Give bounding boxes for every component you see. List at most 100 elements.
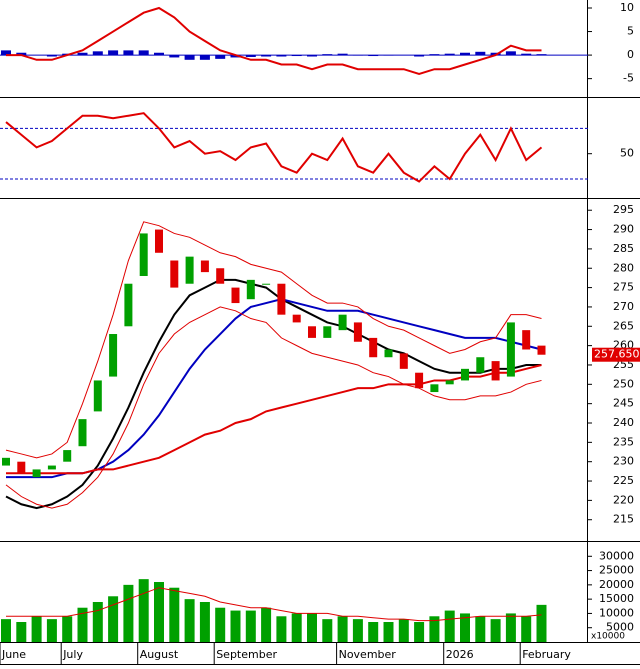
volume-bar: [62, 616, 72, 642]
candle: [17, 462, 25, 474]
candle: [354, 322, 362, 341]
macd-histogram-bar: [276, 55, 286, 56]
volume-bar: [47, 619, 57, 642]
y-tick-label: 245: [613, 397, 634, 410]
macd-histogram-bar: [123, 50, 133, 55]
volume-bar: [414, 622, 424, 642]
candle: [446, 380, 454, 384]
volume-bar: [384, 622, 394, 642]
candle: [461, 369, 469, 381]
candle: [2, 458, 10, 466]
y-tick-label: 50: [620, 147, 634, 160]
y-tick-label: 250: [613, 377, 634, 390]
candle: [140, 233, 148, 276]
macd-histogram-bar: [261, 55, 271, 56]
y-tick-label: 20000: [599, 578, 634, 591]
volume-bar: [475, 616, 485, 642]
y-tick-label: 220: [613, 493, 634, 506]
candle: [94, 380, 102, 411]
macd-histogram-bar: [338, 54, 348, 55]
y-tick-label: 215: [613, 513, 634, 526]
y-tick-label: 290: [613, 223, 634, 236]
candle: [476, 357, 484, 372]
y-tick-label: 0: [627, 48, 634, 61]
candle: [538, 346, 546, 355]
volume-bar: [521, 616, 531, 642]
volume-bar: [185, 599, 195, 642]
y-tick-label: -5: [623, 72, 634, 85]
x-tick-label: June: [1, 648, 26, 661]
volume-bar: [368, 622, 378, 642]
macd-histogram-bar: [322, 54, 332, 55]
volume-bar: [123, 585, 133, 642]
candle: [430, 384, 438, 392]
volume-bar: [445, 611, 455, 642]
volume-bar: [322, 619, 332, 642]
candle: [400, 353, 408, 368]
candle: [507, 322, 515, 376]
candle: [216, 268, 224, 283]
candle: [277, 284, 285, 315]
candle: [339, 315, 347, 330]
volume-bar: [16, 622, 26, 642]
candle: [369, 338, 377, 357]
volume-bar: [353, 619, 363, 642]
x-tick-label: November: [339, 648, 397, 661]
y-tick-label: 295: [613, 203, 634, 216]
candle: [247, 280, 255, 299]
macd-histogram-bar: [429, 54, 439, 55]
macd-histogram-bar: [307, 55, 317, 56]
volume-bar: [506, 613, 516, 642]
candle: [232, 288, 240, 303]
macd-histogram-bar: [169, 55, 179, 57]
candle: [79, 419, 87, 446]
macd-histogram-bar: [460, 53, 470, 55]
candle: [33, 469, 41, 477]
x-tick-label: 2026: [446, 648, 474, 661]
volume-bar: [154, 582, 164, 642]
macd-histogram-bar: [537, 54, 547, 55]
macd-histogram-bar: [414, 55, 424, 56]
volume-bar: [491, 619, 501, 642]
y-tick-label: 285: [613, 242, 634, 255]
macd-histogram-bar: [215, 55, 225, 59]
macd-histogram-bar: [78, 53, 88, 55]
candle: [201, 261, 209, 273]
macd-histogram-bar: [139, 50, 149, 55]
volume-bar: [307, 613, 317, 642]
y-tick-label: 275: [613, 281, 634, 294]
macd-histogram-bar: [475, 52, 485, 55]
candle: [186, 257, 194, 284]
volume-bar: [399, 619, 409, 642]
y-tick-label: 10000: [599, 606, 634, 619]
volume-unit-label: x10000: [591, 632, 625, 642]
volume-bar: [32, 616, 42, 642]
macd-histogram-bar: [47, 55, 57, 56]
macd-histogram-bar: [246, 55, 256, 57]
candle: [308, 326, 316, 338]
macd-histogram-bar: [368, 55, 378, 56]
y-tick-label: 240: [613, 416, 634, 429]
y-tick-label: 10: [620, 1, 634, 14]
candle: [109, 334, 117, 377]
macd-histogram-bar: [521, 54, 531, 55]
macd-histogram-bar: [108, 50, 118, 55]
volume-bar: [276, 616, 286, 642]
volume-bar: [246, 611, 256, 642]
x-tick-label: February: [522, 648, 571, 661]
y-tick-label: 230: [613, 455, 634, 468]
x-tick-label: July: [62, 648, 83, 661]
y-tick-label: 235: [613, 435, 634, 448]
y-tick-label: 270: [613, 300, 634, 313]
y-tick-label: 15000: [599, 592, 634, 605]
candle: [293, 315, 301, 323]
candle: [63, 450, 71, 462]
x-tick-label: August: [140, 648, 179, 661]
volume-bar: [215, 608, 225, 642]
last-price-label: 257.6500: [594, 348, 640, 361]
volume-bar: [1, 619, 11, 642]
macd-histogram-bar: [506, 51, 516, 55]
y-tick-label: 265: [613, 319, 634, 332]
macd-histogram-bar: [292, 55, 302, 56]
